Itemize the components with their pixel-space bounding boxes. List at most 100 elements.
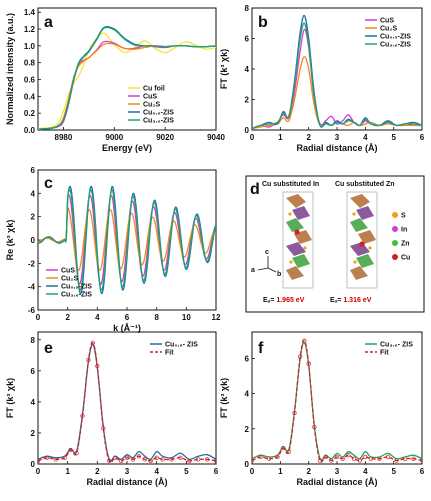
xtick-label: 9020 bbox=[156, 133, 174, 142]
series-line-cu3-6-zis bbox=[252, 341, 422, 461]
fit-point bbox=[351, 456, 357, 461]
series-line-cu2s bbox=[252, 56, 422, 130]
ytick-label: 0.8 bbox=[24, 59, 36, 68]
ytick-label: 2 bbox=[245, 425, 250, 434]
fit-point bbox=[38, 458, 41, 464]
ytick-label: 6 bbox=[245, 35, 250, 44]
fit-point bbox=[213, 458, 216, 464]
xtick-label: 6 bbox=[420, 133, 425, 142]
xtick-label: 4 bbox=[363, 133, 368, 142]
legend-label: Cu₃.₆-ZIS bbox=[61, 292, 92, 299]
fit-point bbox=[377, 456, 382, 461]
ytick-label: 0 bbox=[245, 126, 250, 135]
fit-point bbox=[419, 458, 422, 463]
xtick-label: 9040 bbox=[207, 133, 225, 142]
xtick-label: 5 bbox=[184, 467, 189, 476]
series-group bbox=[252, 14, 422, 130]
fit-point bbox=[317, 458, 323, 463]
series-group bbox=[38, 185, 216, 295]
fit-point bbox=[80, 413, 85, 419]
fit-point bbox=[44, 455, 50, 460]
xtick-label: 6 bbox=[214, 467, 219, 476]
fit-point bbox=[142, 457, 147, 462]
legend-label: Cu₀.₅-ZIS bbox=[61, 284, 92, 291]
atom-legend-swatch bbox=[392, 254, 398, 260]
panel-f-marks: 0 1 2 3 4 5 6 0 2 4 6 Radial distance (Å) FT (k³ χk)… bbox=[219, 338, 425, 487]
legend-label: Fit bbox=[380, 350, 389, 357]
panel-b: b 0 1 2 3 4 5 6 0 2 4 6 8 Radial distance (Å) FT (k³ … bbox=[219, 4, 425, 153]
ytick-label: 1.4 bbox=[24, 8, 36, 17]
xtick-label: 8 bbox=[154, 313, 159, 322]
energy-right-value: 1.316 eV bbox=[343, 297, 371, 304]
legend-label: Cu₂S bbox=[143, 102, 160, 109]
legend-label: Cu₀.₅-ZIS bbox=[380, 34, 411, 41]
fit-point bbox=[169, 457, 174, 462]
fit-point bbox=[292, 410, 297, 416]
ytick-label: 0 bbox=[31, 460, 36, 469]
x-axis-label: Radial distance (Å) bbox=[86, 477, 167, 487]
ytick-label: 2 bbox=[245, 96, 250, 105]
fit-point bbox=[196, 457, 201, 462]
fit-point bbox=[385, 454, 391, 460]
fit-point bbox=[266, 456, 272, 461]
y-axis-label: Re (k³ χk) bbox=[5, 220, 15, 261]
energy-left-value: 1.965 eV bbox=[276, 297, 304, 304]
legend-label: CuS bbox=[380, 18, 394, 25]
panel-f-frame bbox=[251, 331, 423, 465]
ytick-label: 8 bbox=[245, 4, 250, 13]
xtick-label: 8980 bbox=[55, 133, 73, 142]
legend-label: Cu₃.₆- ZIS bbox=[380, 342, 413, 349]
xtick-label: 0 bbox=[250, 467, 255, 476]
fit-point bbox=[68, 447, 73, 453]
xtick-label: 2 bbox=[306, 467, 311, 476]
energy-right: Eₐ= 1.316 eV bbox=[330, 297, 372, 304]
y-axis-label: FT (k³ χk) bbox=[219, 378, 229, 418]
xtick-label: 4 bbox=[154, 467, 159, 476]
fit-point bbox=[204, 457, 210, 462]
fit-point bbox=[130, 457, 136, 462]
panel-b-label: b bbox=[258, 14, 268, 31]
panel-e-frame bbox=[37, 331, 217, 465]
panel-d-title-left: Cu substituted In bbox=[262, 181, 319, 188]
ytick-label: 6 bbox=[31, 367, 36, 376]
series-group bbox=[38, 26, 216, 130]
panel-a: a 8980 9000 9020 9040 0.0 0.2 0.4 0.6 0.8 1.0 1.2 1… bbox=[5, 7, 225, 153]
fit-point bbox=[302, 338, 307, 343]
panel-d-label: d bbox=[250, 181, 260, 198]
atom-legend-swatch bbox=[392, 212, 398, 218]
panel-c-label: c bbox=[44, 175, 53, 192]
xtick-label: 2 bbox=[306, 133, 311, 142]
panel-d-frame bbox=[245, 175, 425, 313]
fit-point bbox=[53, 457, 58, 462]
panel-a-label: a bbox=[44, 14, 53, 31]
fit-point bbox=[340, 456, 345, 461]
panel-e: e 0 1 2 3 4 5 6 0 2 4 6 8 Radial distance (Å) FT (k³ … bbox=[5, 331, 219, 487]
legend-label: Cu₃.₆-ZIS bbox=[143, 118, 174, 125]
fit-point bbox=[402, 456, 408, 461]
fit-point bbox=[275, 454, 280, 460]
xtick-label: 6 bbox=[420, 467, 425, 476]
legend-label: Cu₃.₆-ZIS bbox=[380, 42, 411, 49]
fit-point bbox=[281, 446, 286, 451]
xtick-label: 1 bbox=[278, 133, 283, 142]
y-axis-label: FT (k³ χk) bbox=[219, 49, 229, 89]
fit-point bbox=[323, 454, 328, 460]
fit-point bbox=[86, 357, 91, 363]
ytick-label: 4 bbox=[245, 390, 250, 399]
fit-point bbox=[306, 361, 311, 366]
legend-label: Cu foil bbox=[143, 86, 165, 93]
fit-point bbox=[368, 456, 374, 461]
legend-label: CuS bbox=[143, 94, 157, 101]
y-axis-label: Normalized intensity (a.u.) bbox=[5, 13, 15, 125]
ytick-label: 1.2 bbox=[24, 25, 36, 34]
crystal-structure-right bbox=[346, 191, 378, 289]
series-group bbox=[252, 338, 422, 463]
atom-legend-label: Zn bbox=[401, 241, 410, 248]
fit-point bbox=[312, 424, 317, 430]
fit-point bbox=[136, 454, 142, 459]
panel-d-legend: S In Zn Cu bbox=[392, 212, 410, 262]
fit-point bbox=[329, 458, 334, 463]
fit-point bbox=[357, 458, 362, 463]
fit-point bbox=[148, 458, 153, 464]
